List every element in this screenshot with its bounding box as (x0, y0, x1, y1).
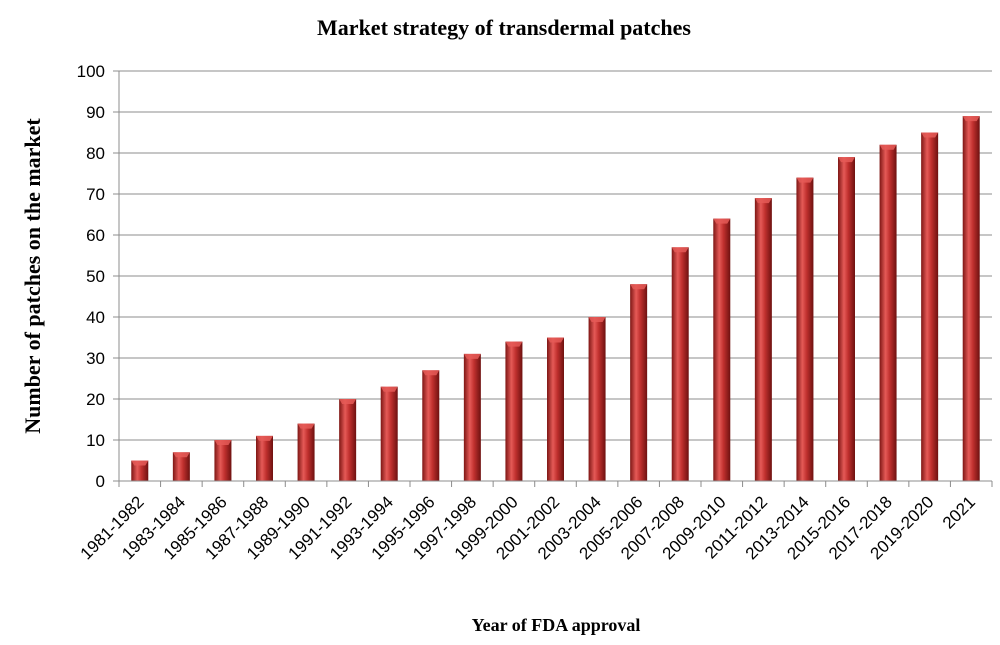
bar (214, 440, 232, 481)
bar (131, 460, 149, 481)
bar-top-bevel (463, 353, 481, 359)
bar (630, 284, 648, 481)
bar-top-bevel (588, 317, 606, 322)
bar (256, 435, 273, 481)
bar (547, 337, 564, 481)
bar-top-bevel (214, 440, 232, 445)
gridlines (119, 70, 992, 441)
bar (172, 452, 190, 481)
bar (838, 157, 855, 481)
y-tick-label: 20 (86, 390, 105, 409)
bar-top-bevel (380, 386, 398, 392)
bar-top-bevel (547, 337, 564, 343)
bar-top-bevel (505, 341, 523, 347)
y-tick-label: 100 (77, 62, 105, 81)
bar (380, 386, 398, 481)
bar (671, 247, 689, 481)
y-tick-label: 30 (86, 349, 105, 368)
bar-top-bevel (754, 198, 772, 204)
bar-top-bevel (838, 157, 855, 163)
bar-top-bevel (962, 116, 980, 122)
bar-top-bevel (297, 423, 315, 429)
x-tick-label: 2021 (939, 492, 979, 532)
bar-top-bevel (796, 177, 814, 183)
bar (297, 423, 315, 481)
y-axis-label: Number of patches on the market (20, 118, 45, 434)
bar (713, 218, 731, 481)
bar (962, 116, 980, 481)
y-axis-ticks: 0 10 20 30 40 50 60 70 80 90 100 (77, 62, 119, 491)
bar-top-bevel (339, 399, 357, 404)
bar (422, 370, 440, 481)
y-tick-label: 60 (86, 226, 105, 245)
bar (505, 341, 523, 481)
bar-top-bevel (671, 247, 689, 253)
bar-top-bevel (630, 284, 648, 290)
bar (796, 177, 814, 481)
y-tick-label: 70 (86, 185, 105, 204)
bar (588, 317, 606, 481)
bar-top-bevel (422, 370, 440, 376)
bar (463, 353, 481, 481)
bar (921, 132, 939, 481)
y-tick-label: 80 (86, 144, 105, 163)
y-tick-label: 50 (86, 267, 105, 286)
bar-top-bevel (921, 132, 939, 138)
bar-top-bevel (713, 218, 731, 224)
bars (131, 116, 980, 482)
bar-top-bevel (256, 435, 273, 441)
bar (339, 399, 357, 481)
y-tick-label: 10 (86, 431, 105, 450)
bar-top-bevel (131, 460, 149, 466)
y-tick-label: 90 (86, 103, 105, 122)
bar-top-bevel (879, 144, 897, 150)
y-tick-label: 40 (86, 308, 105, 327)
y-tick-label: 0 (96, 472, 105, 491)
bar (879, 144, 897, 482)
x-axis-ticks: 1981-19821983-19841985-19861987-19881989… (77, 481, 993, 563)
bar-top-bevel (172, 452, 190, 458)
bar (754, 198, 772, 481)
x-axis-label: Year of FDA approval (472, 615, 641, 635)
chart-title: Market strategy of transdermal patches (317, 15, 691, 40)
